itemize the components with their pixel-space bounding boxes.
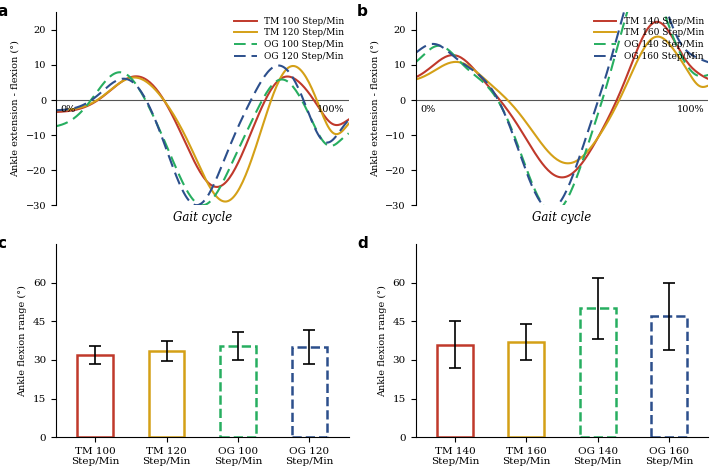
Text: b: b (357, 4, 368, 19)
Bar (580, 308, 615, 438)
Text: a: a (0, 4, 8, 19)
Bar (77, 355, 113, 438)
Bar (149, 351, 184, 438)
Text: 100%: 100% (316, 105, 344, 114)
Text: c: c (0, 236, 6, 251)
Y-axis label: Ankle extension - flexion (°): Ankle extension - flexion (°) (371, 41, 380, 177)
X-axis label: Gait cycle: Gait cycle (173, 211, 232, 224)
Y-axis label: Ankle flexion range (°): Ankle flexion range (°) (378, 285, 387, 396)
Bar (508, 342, 544, 438)
Text: 100%: 100% (676, 105, 704, 114)
Text: 0%: 0% (60, 105, 76, 114)
Text: 0%: 0% (420, 105, 436, 114)
X-axis label: Gait cycle: Gait cycle (533, 211, 592, 224)
Bar (220, 346, 256, 438)
Y-axis label: Ankle flexion range (°): Ankle flexion range (°) (19, 285, 27, 396)
Y-axis label: Ankle extension - flexion (°): Ankle extension - flexion (°) (11, 41, 20, 177)
Legend: TM 140 Step/Min, TM 160 Step/Min, OG 140 Step/Min, OG 160 Step/Min: TM 140 Step/Min, TM 160 Step/Min, OG 140… (594, 17, 704, 61)
Text: d: d (357, 236, 368, 251)
Bar (291, 347, 327, 438)
Legend: TM 100 Step/Min, TM 120 Step/Min, OG 100 Step/Min, OG 120 Step/Min: TM 100 Step/Min, TM 120 Step/Min, OG 100… (234, 17, 344, 61)
Bar (437, 345, 473, 438)
Bar (651, 316, 687, 438)
